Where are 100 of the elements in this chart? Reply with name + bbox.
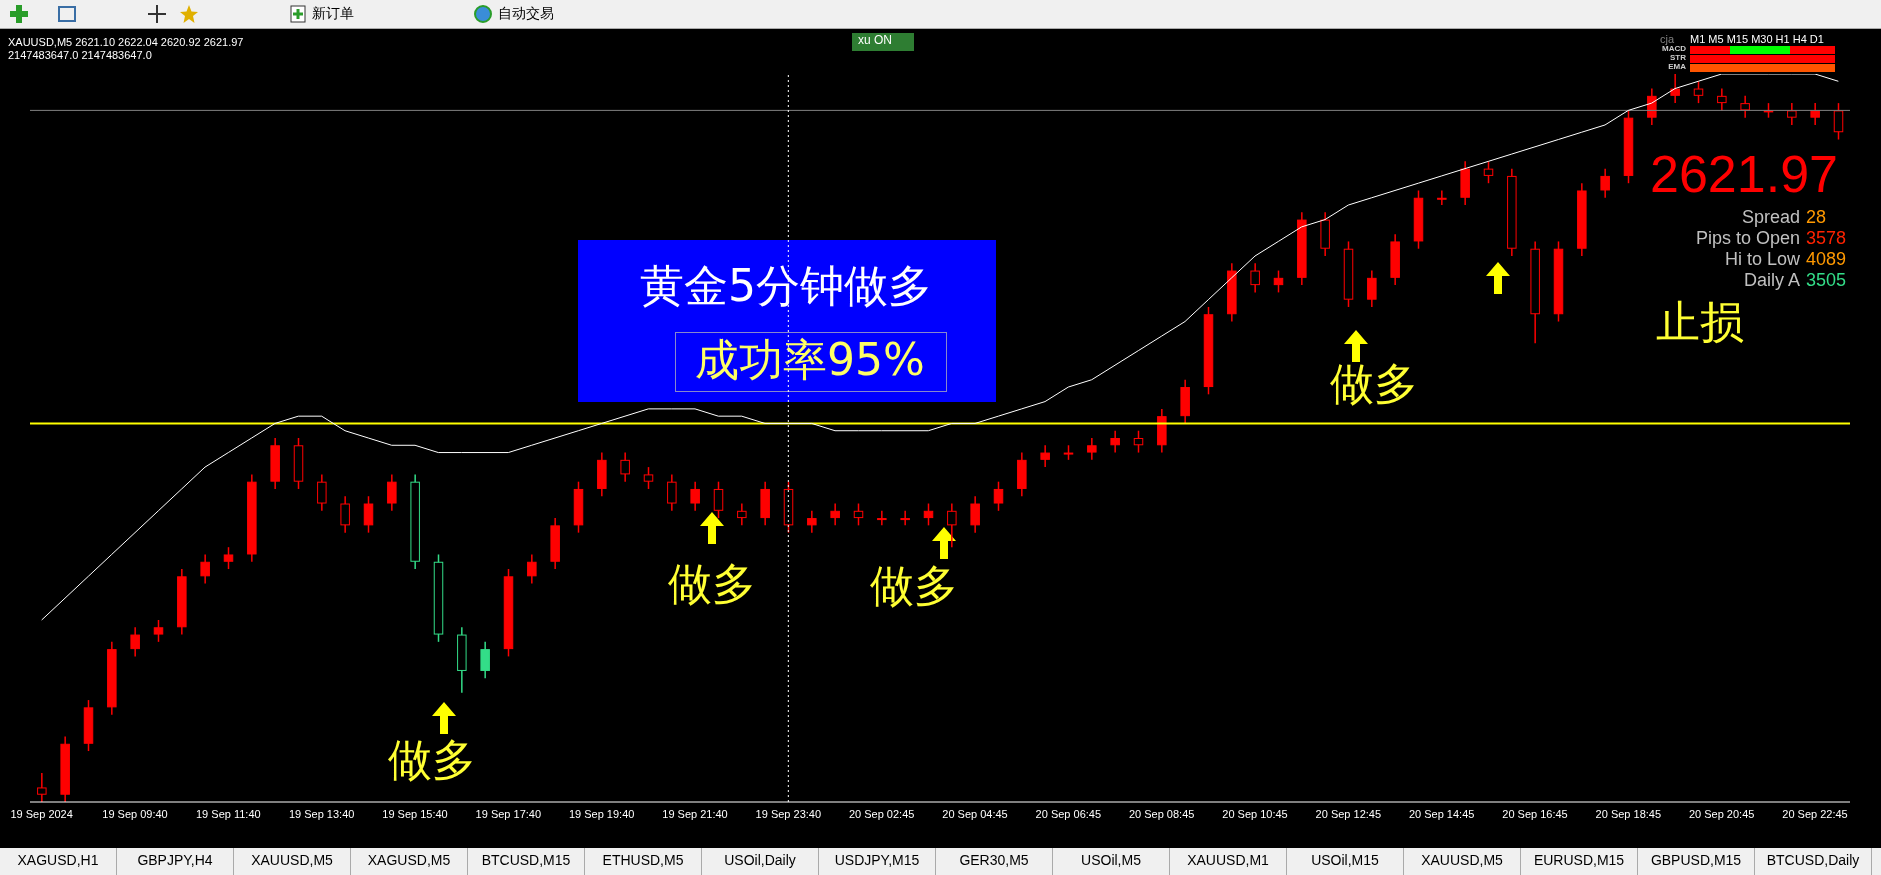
annotation: 做多: [1330, 358, 1418, 409]
candlestick: [200, 553, 210, 585]
candlestick: [1833, 102, 1844, 141]
text: ETHUSD,M5: [585, 848, 702, 875]
x-tick-label: 19 Sep 23:40: [755, 807, 822, 820]
candlestick: [1740, 95, 1750, 119]
candlestick: [1087, 437, 1097, 461]
x-tick-label: 19 Sep 2024: [10, 807, 73, 820]
text: cja: [1660, 33, 1675, 46]
text: USOil,M5: [1053, 848, 1170, 875]
text: XAGUSD,M5: [351, 848, 468, 875]
x-tick-label: 20 Sep 04:45: [942, 807, 1008, 820]
text: EURUSD,M15: [1521, 848, 1638, 875]
candlestick: [877, 510, 887, 527]
text: 自动交易: [498, 5, 554, 23]
candlestick: [1810, 102, 1820, 126]
x-tick-label: 19 Sep 15:40: [382, 807, 448, 820]
candlestick: [900, 510, 910, 527]
text: 新订单: [312, 5, 354, 23]
text: XAUUSD,M5: [234, 848, 351, 875]
x-tick-label: 20 Sep 12:45: [1315, 807, 1382, 820]
candlestick: [340, 495, 350, 534]
candlestick: [1670, 74, 1680, 104]
candlestick: [970, 495, 980, 534]
candlestick: [993, 480, 1004, 512]
annotation: 做多: [870, 560, 958, 611]
candlestick: [363, 495, 374, 534]
text: BTCUSD,M15: [468, 848, 585, 875]
candlestick: [153, 619, 164, 643]
candlestick: [947, 502, 957, 548]
candlestick: [1437, 189, 1447, 206]
annotation: 2621.97: [1650, 145, 1838, 204]
x-tick-label: 20 Sep 16:45: [1502, 807, 1568, 820]
x-tick-label: 19 Sep 11:40: [196, 807, 261, 820]
x-tick-label: 20 Sep 08:45: [1128, 807, 1195, 820]
candlestick: [643, 466, 654, 490]
annotation: 止损: [1656, 296, 1744, 347]
candlestick: [1787, 102, 1797, 126]
text: xu ON: [858, 33, 893, 48]
text: XAUUSD,M5: [1404, 848, 1521, 875]
text: XAUUSD,M1: [1170, 848, 1287, 875]
annotation: 成功率95%: [695, 334, 925, 385]
candlestick: [317, 473, 327, 512]
candlestick: [807, 510, 817, 534]
candlestick: [527, 553, 537, 585]
candlestick: [690, 480, 700, 512]
text: GBPUSD,M15: [1638, 848, 1755, 875]
candlestick: [1273, 269, 1284, 294]
text: GBPJPY,H4: [117, 848, 234, 875]
x-tick-label: 20 Sep 14:45: [1408, 807, 1475, 820]
candlestick: [1133, 429, 1144, 454]
x-tick-label: 20 Sep 06:45: [1035, 807, 1102, 820]
annotation: 做多: [668, 558, 756, 609]
candlestick: [130, 626, 140, 658]
annotation: Daily A: [1743, 270, 1800, 291]
candlestick: [620, 451, 630, 483]
x-tick-label: 19 Sep 17:40: [475, 807, 542, 820]
x-tick-label: 20 Sep 20:45: [1688, 807, 1755, 820]
text: STR: [1670, 53, 1686, 62]
annotation: Spread: [1741, 207, 1800, 228]
x-tick-label: 20 Sep 10:45: [1222, 807, 1288, 820]
text: XAGUSD,H1: [0, 848, 117, 875]
candlestick: [1600, 167, 1610, 199]
annotation: Hi to Low: [1724, 249, 1800, 270]
candlestick: [1040, 444, 1050, 468]
annotation: 黄金5分钟做多: [640, 260, 932, 311]
x-tick-label: 20 Sep 18:45: [1595, 807, 1662, 820]
x-tick-label: 20 Sep 02:45: [848, 807, 915, 820]
candlestick: [853, 502, 864, 527]
annotation: 做多: [388, 734, 476, 785]
text: GER30,M5: [936, 848, 1053, 875]
candlestick: [713, 480, 724, 519]
candlestick: [1717, 87, 1727, 112]
candlestick: [1483, 160, 1494, 184]
candlestick: [737, 502, 747, 527]
x-tick-label: 20 Sep 22:45: [1782, 807, 1848, 820]
text: USDJPY,M15: [819, 848, 936, 875]
candlestick: [830, 502, 840, 527]
candlestick: [37, 772, 47, 802]
candlestick: [1250, 262, 1260, 294]
text: USOil,M15: [1287, 848, 1404, 875]
candlestick: [1367, 269, 1377, 308]
candlestick: [223, 546, 234, 570]
candlestick: [387, 473, 397, 512]
x-tick-label: 19 Sep 09:40: [102, 807, 168, 820]
candlestick: [667, 473, 677, 512]
candlestick: [480, 641, 490, 679]
annotation: 4089: [1806, 249, 1847, 270]
text: MACD: [1662, 44, 1686, 53]
candlestick: [923, 502, 934, 527]
x-tick-label: 19 Sep 21:40: [662, 807, 728, 820]
x-tick-label: 19 Sep 19:40: [568, 807, 635, 820]
text: BTCUSD,Daily: [1755, 848, 1872, 875]
annotation: 28: [1806, 207, 1827, 228]
text: M1 M5 M15 M30 H1 H4 D1: [1690, 33, 1824, 46]
annotation: Pips to Open: [1695, 228, 1800, 249]
text: 2147483647.0 2147483647.0: [8, 49, 152, 62]
candlestick: [1693, 80, 1704, 104]
text: USOil,Daily: [702, 848, 819, 875]
x-tick-label: 19 Sep 13:40: [288, 807, 355, 820]
